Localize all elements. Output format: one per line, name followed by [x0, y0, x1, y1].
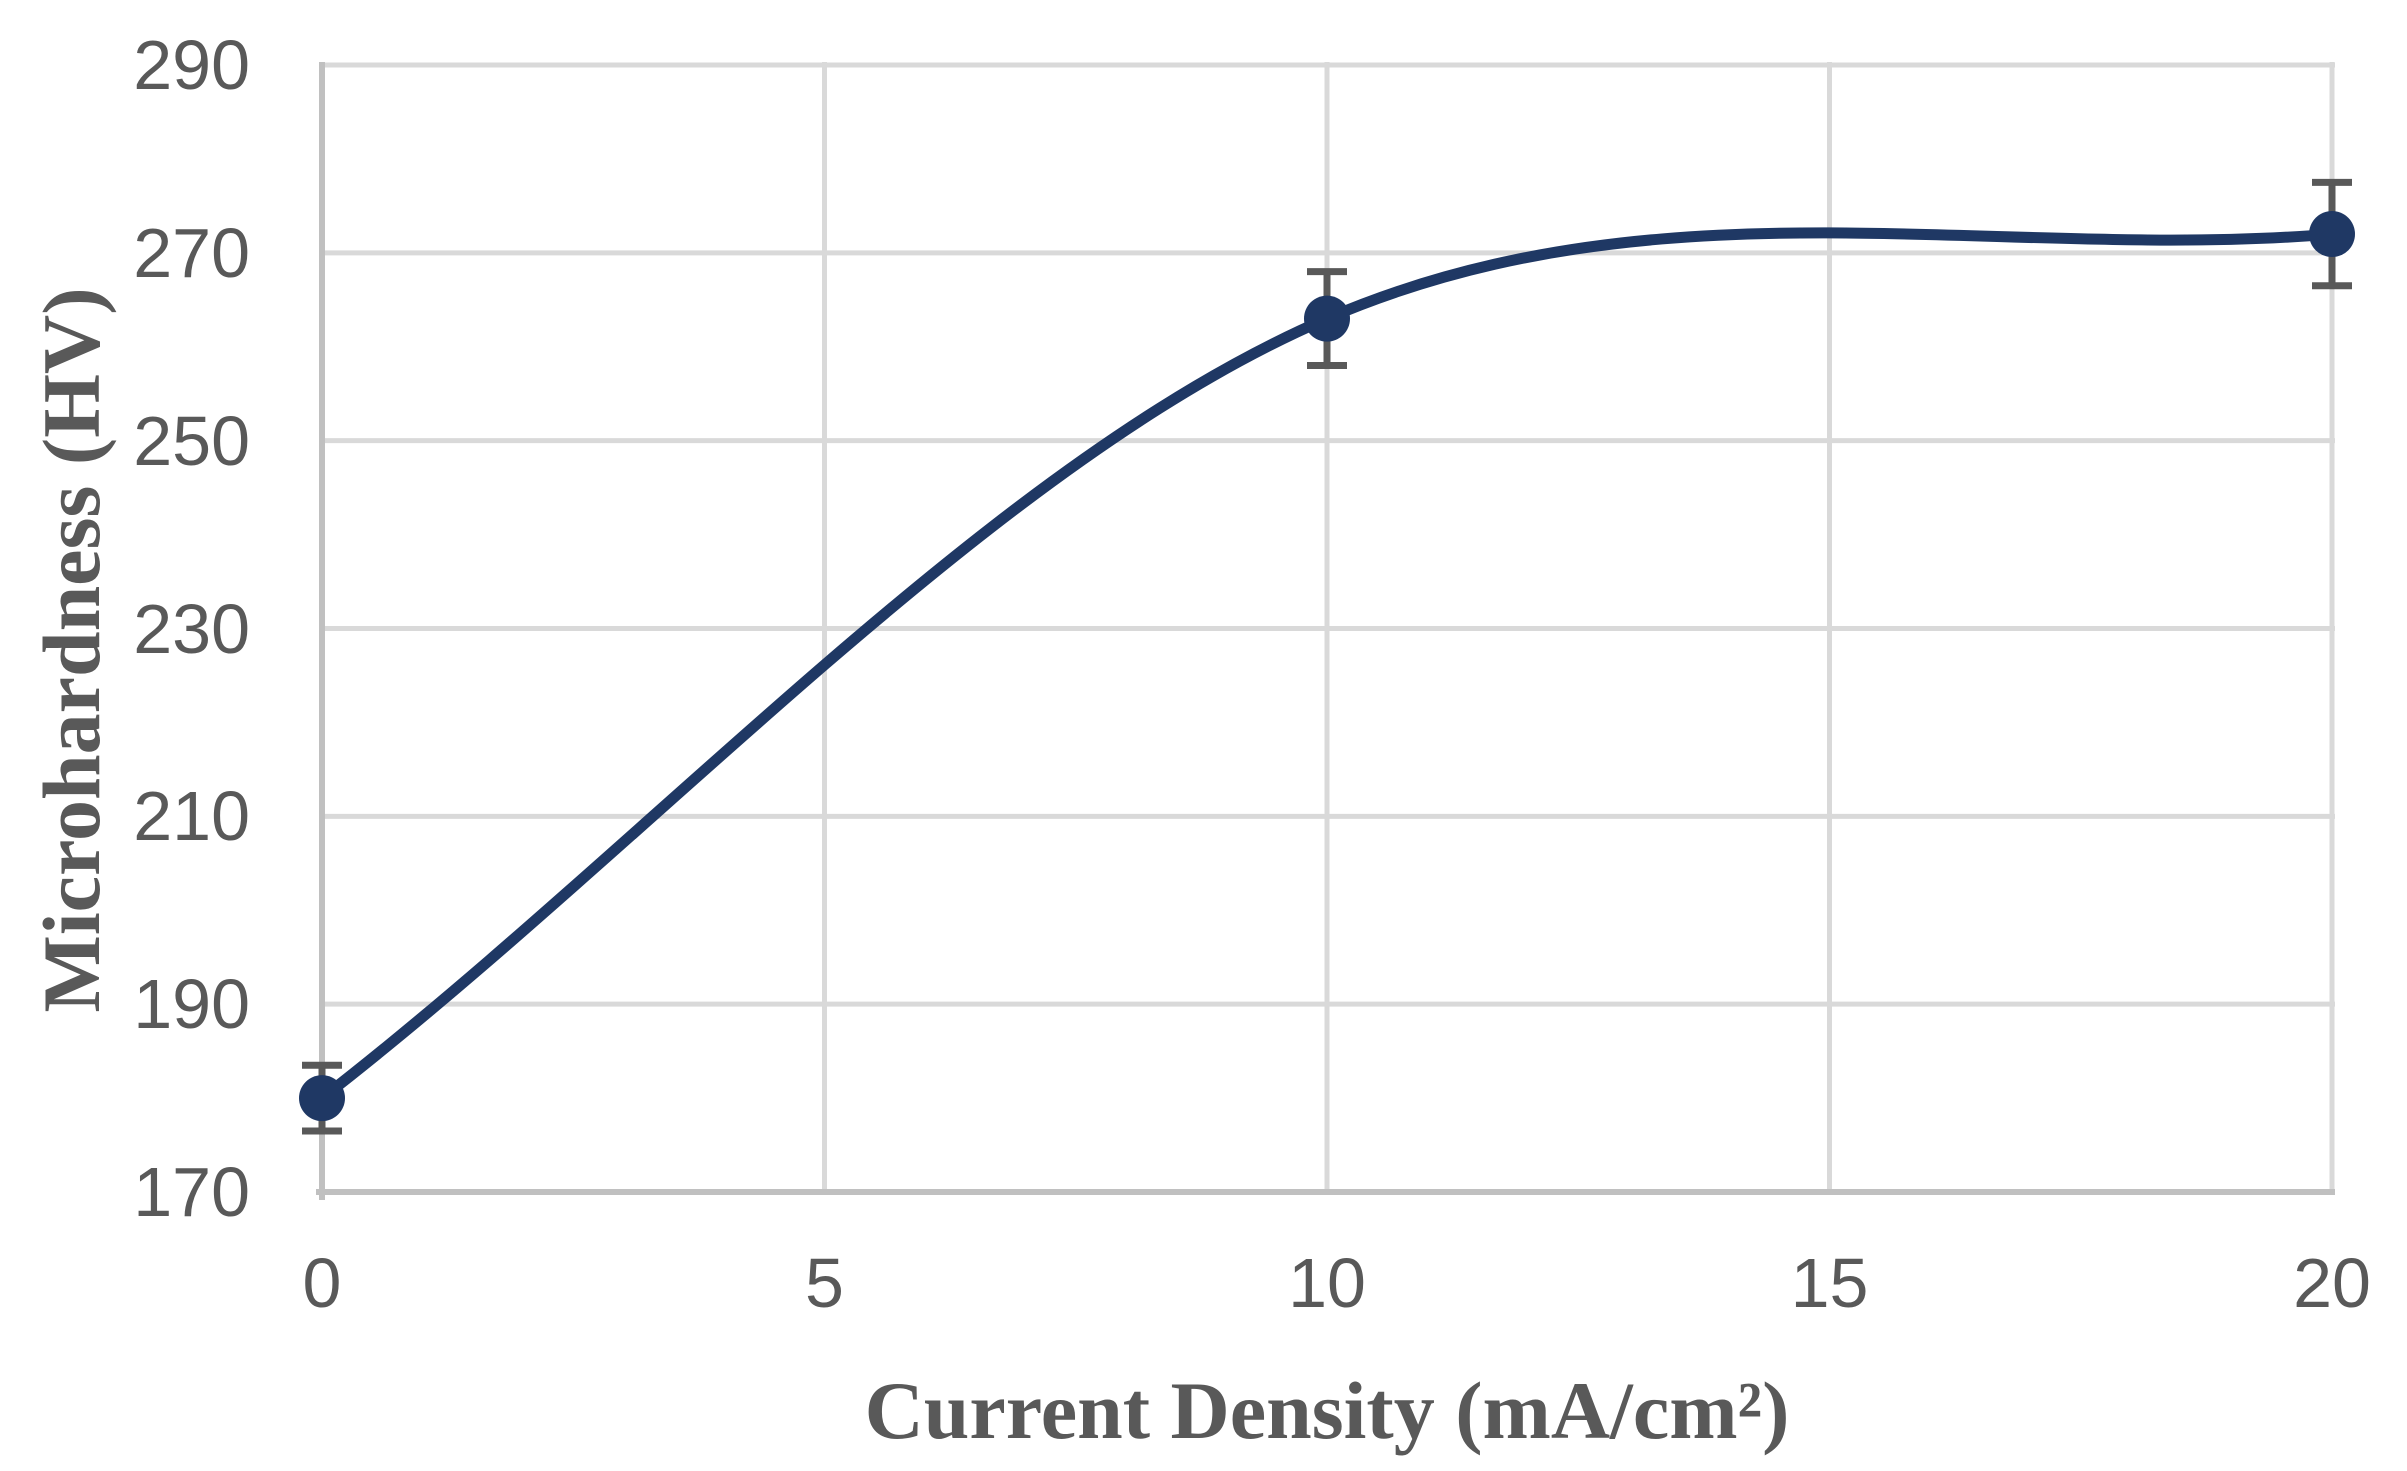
y-tick-label: 210	[133, 777, 250, 856]
x-tick-label: 10	[1288, 1244, 1366, 1322]
x-tick-label: 20	[2293, 1244, 2371, 1322]
y-tick-label: 230	[133, 589, 250, 668]
data-point-marker	[1304, 295, 1350, 342]
x-tick-label: 0	[302, 1244, 342, 1322]
y-axis-title: Microhardness (HV)	[25, 287, 117, 1013]
x-tick-label: 15	[1790, 1244, 1869, 1322]
x-axis-title: Current Density (mA/cm²)	[864, 1365, 1790, 1456]
y-tick-label: 190	[133, 965, 250, 1044]
data-point-marker	[2309, 211, 2355, 258]
data-point-marker	[299, 1075, 345, 1122]
y-tick-label: 170	[133, 1153, 250, 1231]
x-tick-label: 5	[805, 1244, 844, 1322]
y-tick-label: 290	[133, 26, 250, 104]
y-tick-label: 250	[133, 401, 250, 480]
y-tick-label: 270	[133, 213, 250, 292]
